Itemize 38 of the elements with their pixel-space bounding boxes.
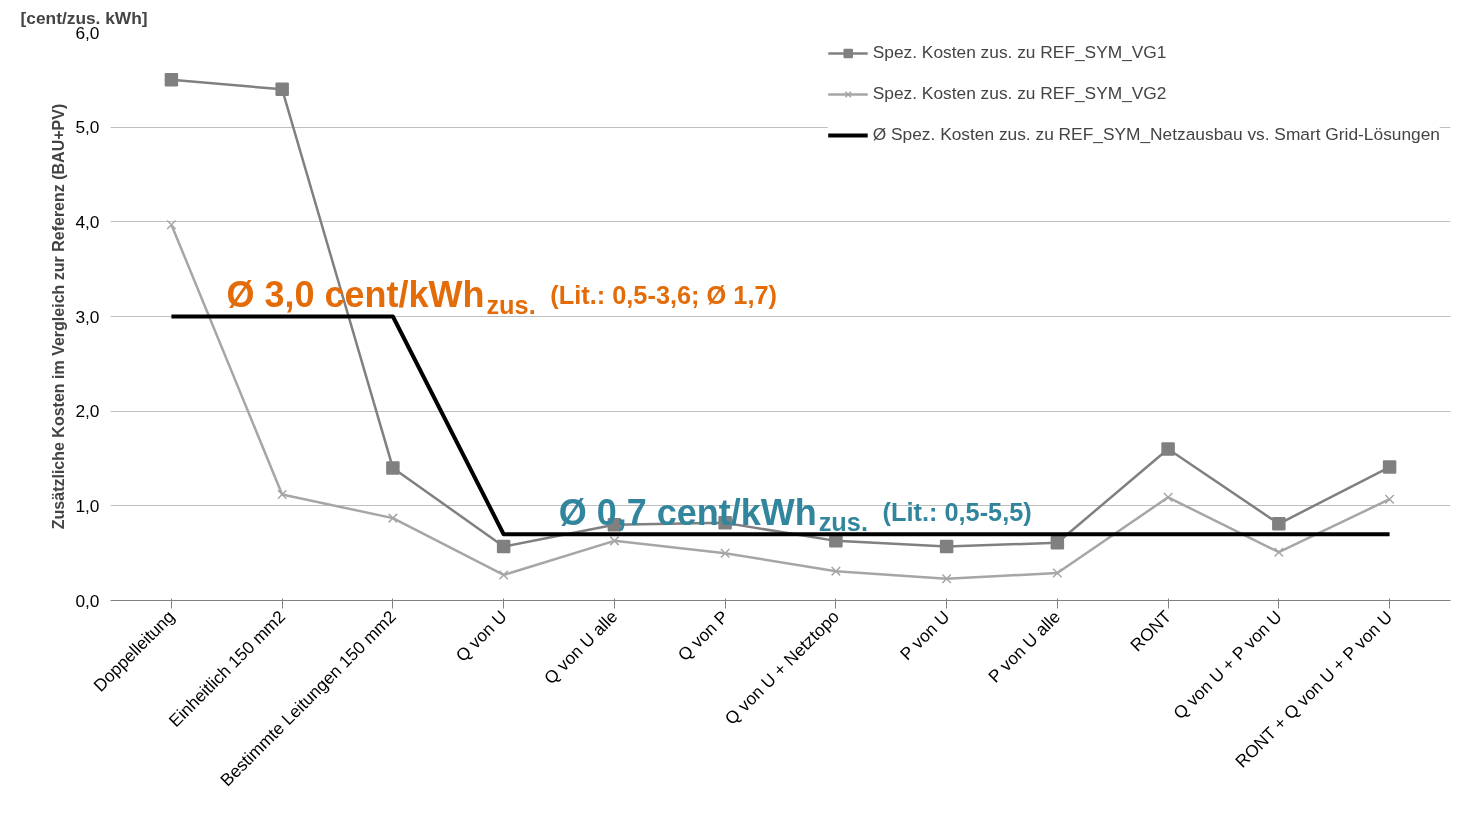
point [829,534,843,548]
point [275,82,289,97]
y-tick-label: 3,0 [75,306,100,327]
point [277,489,288,500]
y-tick-label: 5,0 [75,117,100,138]
point [1163,492,1174,503]
x-tick-label: Q von P [673,606,733,665]
point [386,461,400,475]
x-tick-label: P von U [895,606,954,665]
x-tick-label: P von U alle [984,606,1065,687]
point [496,539,511,554]
point [939,539,954,554]
point [609,535,620,546]
y-tick-label: 4,0 [75,211,100,232]
y-axis-title: Zusätzliche Kosten im Vergleich zur Referenz (BAU+PV) [50,103,68,530]
legend-label: Spez. Kosten zus. zu REF_SYM_VG2 [872,83,1167,104]
y-tick-label: 2,0 [75,401,100,422]
point [1161,442,1175,456]
point [1384,494,1395,505]
point [1272,517,1286,531]
point [498,569,509,580]
point [1382,460,1397,474]
point [1273,547,1284,558]
text: [cent/zus. kWh] [20,7,148,28]
point [830,566,841,577]
y-tick-label: 1,0 [75,495,100,516]
point [166,219,177,230]
point [164,73,179,87]
point [387,513,398,524]
point [1050,536,1065,550]
point [941,573,952,584]
point [1052,568,1063,579]
legend-label: Spez. Kosten zus. zu REF_SYM_VG1 [872,42,1167,63]
x-tick-label: Q von U alle [539,606,622,688]
x-tick-label: Q von U [451,606,511,666]
y-tick-label: 0,0 [75,590,100,611]
legend-label: Ø Spez. Kosten zus. zu REF_SYM_Netzausbau vs. Smart Grid-Lösungen [872,124,1440,145]
point [720,548,731,559]
